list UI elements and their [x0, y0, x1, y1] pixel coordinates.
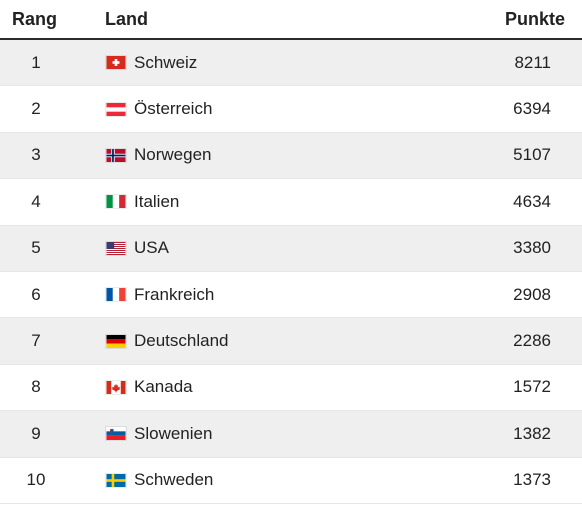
table-row: 5 USA 3380: [0, 225, 582, 272]
usa-flag-icon: [105, 240, 127, 256]
rank-cell: 9: [31, 423, 41, 443]
points-cell: 2908: [513, 284, 551, 304]
country-name: Kanada: [134, 377, 193, 397]
country-cell: USA: [74, 238, 462, 258]
rank-cell: 6: [31, 284, 41, 304]
country-cell: Kanada: [74, 377, 462, 397]
norway-flag-icon: [105, 147, 127, 163]
rank-cell: 3: [31, 145, 41, 165]
points-cell: 1382: [513, 423, 551, 443]
slovenia-flag-icon: [105, 426, 127, 442]
table-row: 1 Schweiz 8211: [0, 40, 582, 87]
switzerland-flag-icon: [105, 55, 127, 71]
points-cell: 6394: [513, 99, 551, 119]
points-cell: 5107: [513, 145, 551, 165]
table-row: 10 Schweden 1373: [0, 458, 582, 504]
table-row: 8 Kanada 1572: [0, 365, 582, 412]
points-cell: 3380: [513, 238, 551, 258]
table-row: 3 Norwegen 5107: [0, 132, 582, 180]
country-name: Slowenien: [134, 423, 213, 443]
italy-flag-icon: [105, 194, 127, 210]
canada-flag-icon: [105, 379, 127, 395]
country-name: Schweiz: [134, 52, 198, 72]
table-row: 7 Deutschland 2286: [0, 318, 582, 365]
points-cell: 1572: [513, 377, 551, 397]
column-header-country[interactable]: Land: [105, 8, 148, 29]
country-name: Frankreich: [134, 284, 215, 304]
column-header-rank[interactable]: Rang: [12, 8, 57, 29]
country-name: USA: [134, 238, 169, 258]
country-cell: Schweden: [74, 470, 462, 490]
country-cell: Österreich: [74, 99, 462, 119]
country-cell: Schweiz: [74, 53, 462, 73]
sweden-flag-icon: [105, 472, 127, 488]
points-cell: 8211: [514, 52, 551, 72]
rank-cell: 4: [31, 191, 41, 211]
table-header: Rang Land Punkte: [0, 0, 582, 40]
rank-cell: 8: [31, 377, 41, 397]
france-flag-icon: [105, 287, 127, 303]
table-row: 9 Slowenien 1382: [0, 411, 582, 458]
country-name: Norwegen: [134, 145, 212, 165]
germany-flag-icon: [105, 333, 127, 349]
rank-cell: 7: [31, 331, 41, 351]
points-cell: 1373: [513, 470, 551, 490]
country-cell: Italien: [74, 192, 462, 212]
table-row: 6 Frankreich 2908: [0, 272, 582, 319]
austria-flag-icon: [105, 101, 127, 117]
country-cell: Frankreich: [74, 285, 462, 305]
table-row: 4 Italien 4634: [0, 179, 582, 226]
country-name: Italien: [134, 191, 180, 211]
country-name: Schweden: [134, 470, 214, 490]
rank-cell: 5: [31, 238, 41, 258]
country-cell: Norwegen: [74, 145, 462, 165]
country-name: Deutschland: [134, 331, 229, 351]
points-cell: 4634: [513, 191, 551, 211]
rank-cell: 1: [31, 52, 41, 72]
rank-cell: 2: [31, 99, 41, 119]
table-row: 2 Österreich 6394: [0, 86, 582, 133]
rank-cell: 10: [26, 470, 46, 490]
country-cell: Slowenien: [74, 424, 462, 444]
column-header-points[interactable]: Punkte: [504, 8, 565, 29]
country-name: Österreich: [134, 99, 213, 119]
country-cell: Deutschland: [74, 331, 462, 351]
points-cell: 2286: [513, 331, 551, 351]
